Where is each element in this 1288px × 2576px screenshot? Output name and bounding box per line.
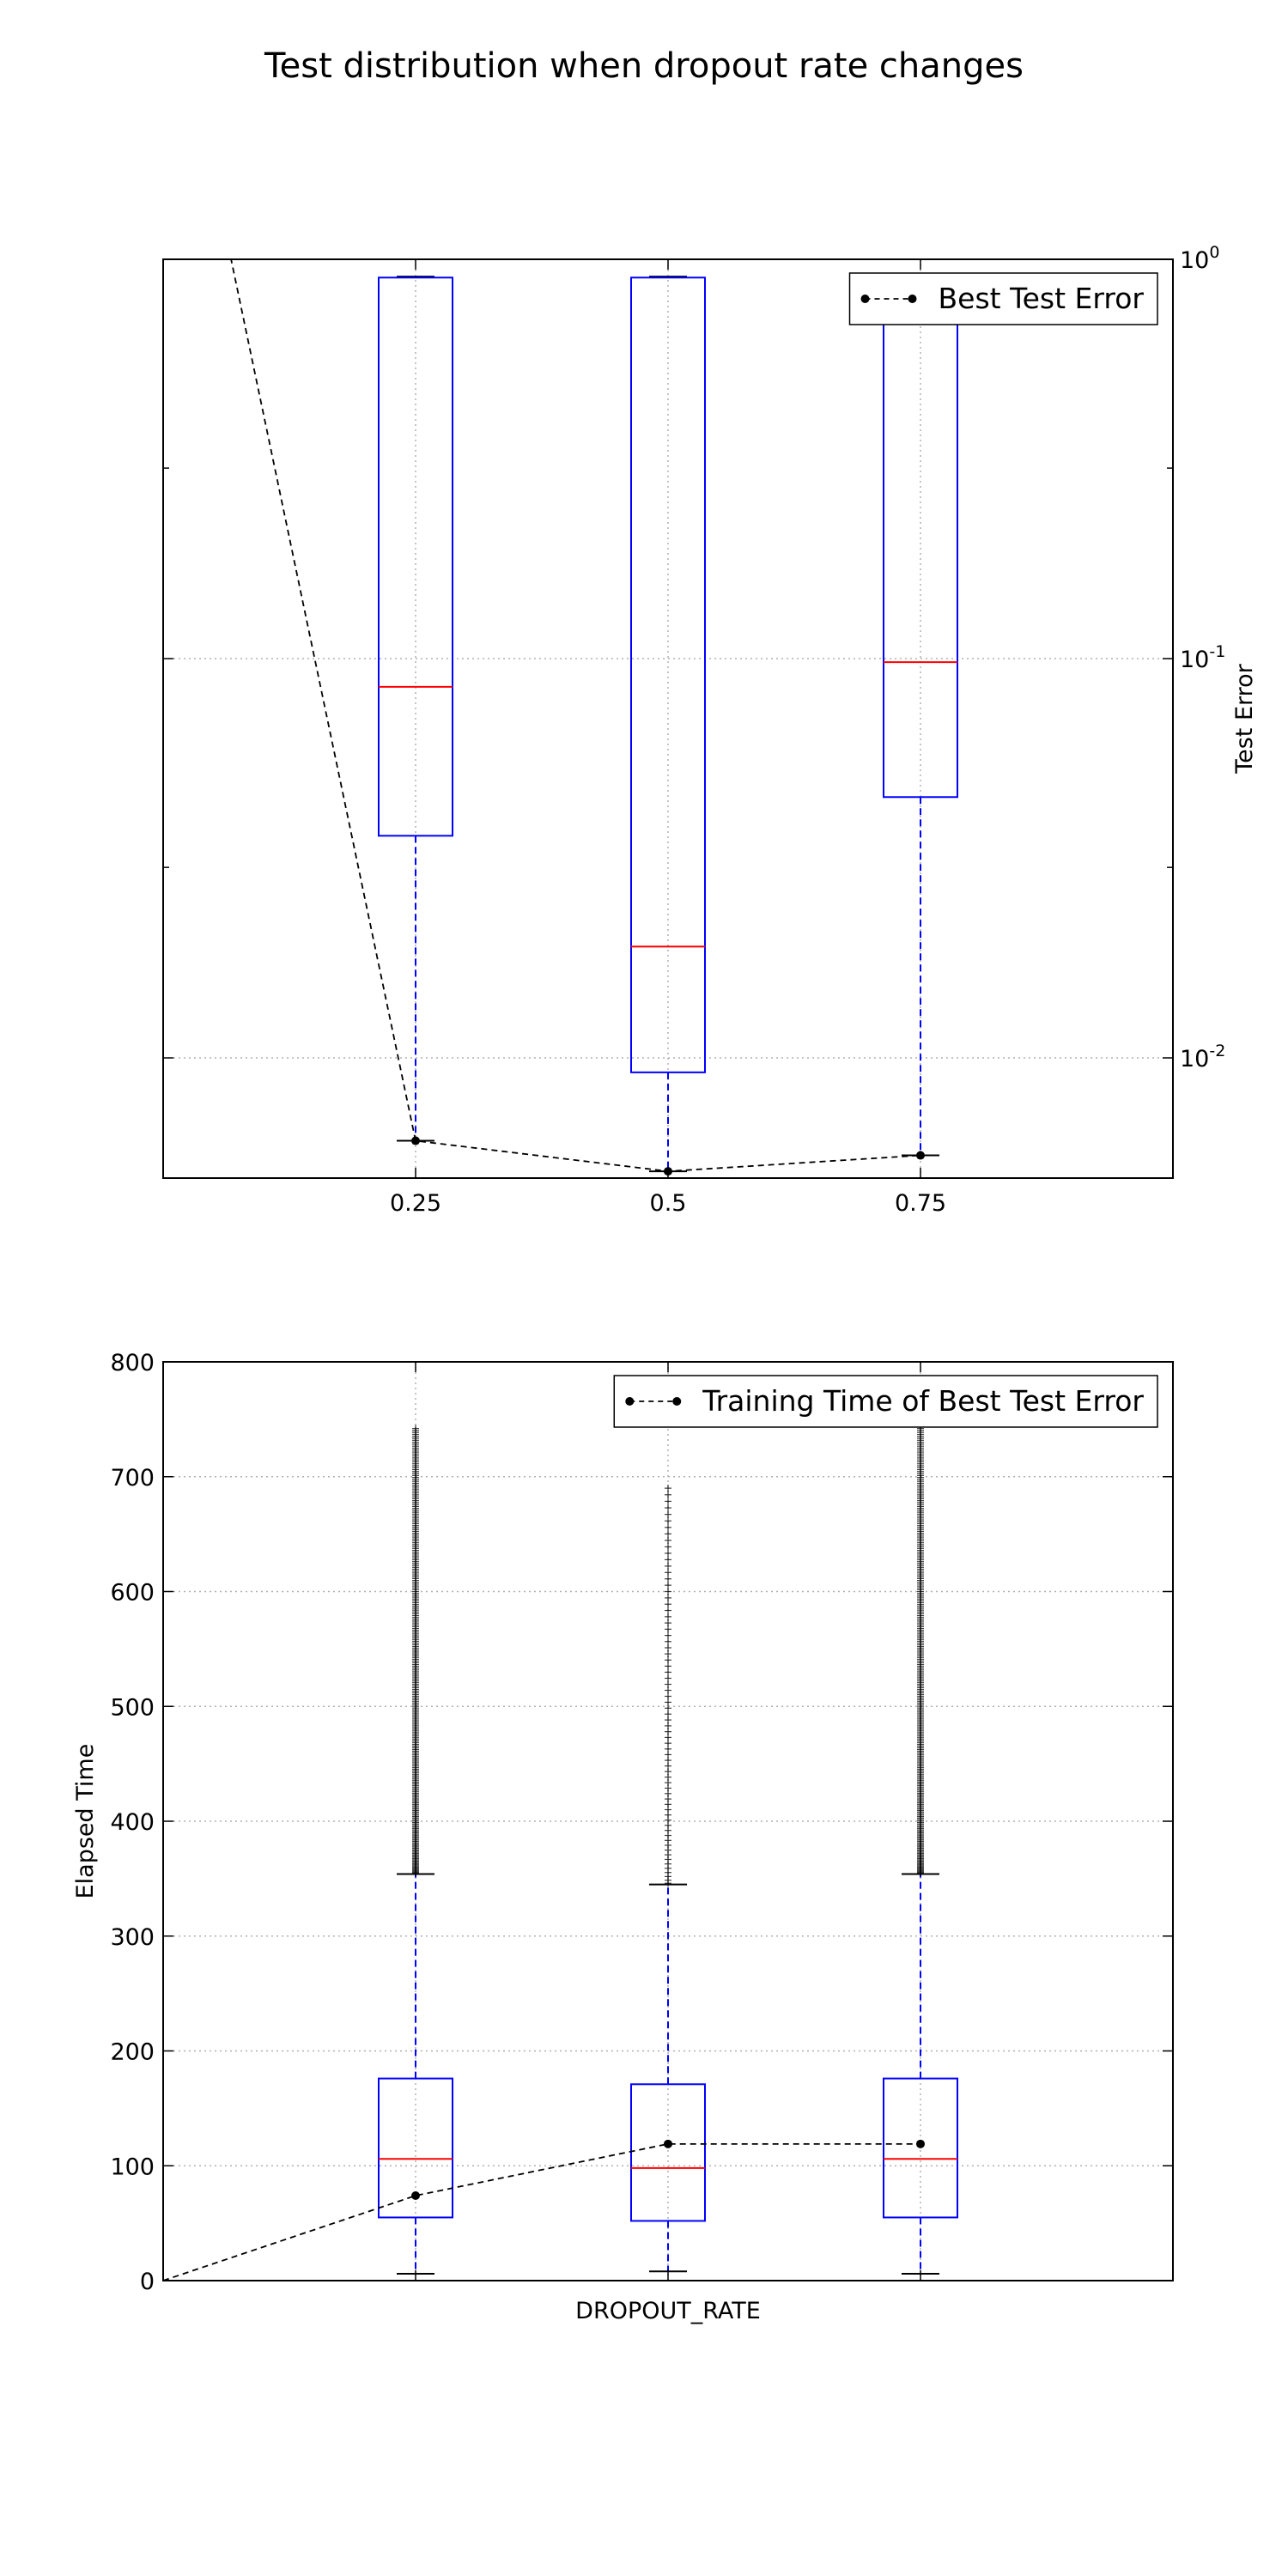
x-ticks	[415, 1362, 921, 2281]
legend-sample-marker	[625, 1397, 635, 1406]
legend-sample-marker	[860, 295, 870, 303]
fliers	[665, 1485, 671, 1887]
legend-box	[848, 272, 1158, 325]
y-tick-exponent: 0	[1209, 243, 1219, 262]
y-tick-label: 500	[110, 1694, 155, 1721]
box-iqr	[378, 276, 453, 837]
x-ticks: 0.25 0.5 0.75	[390, 259, 946, 1217]
y-tick-label: 100	[110, 2154, 155, 2180]
best-line-point	[664, 2139, 672, 2148]
grid	[163, 259, 1173, 1178]
x-tick-label: 0.25	[390, 1190, 441, 1217]
box-iqr	[630, 276, 706, 1073]
legend: Best Test Error	[848, 272, 1158, 325]
best-line-path	[230, 259, 921, 1172]
y-tick-label: 700	[110, 1465, 155, 1492]
best-line-point	[411, 2191, 420, 2201]
best-line-point	[411, 1136, 420, 1145]
x-tick-label: 0.5	[650, 1190, 687, 1217]
x-tick-label: 0.75	[895, 1190, 946, 1217]
elapsed-time-panel: 0 100 200 300 400 500 600 700 800 Elapsed Time DRO…	[72, 1350, 1174, 2324]
y-tick-label: 300	[110, 1924, 155, 1951]
legend-sample-marker	[672, 1397, 682, 1406]
y-tick-exponent: -1	[1209, 642, 1225, 661]
legend: Training Time of Best Test Error	[613, 1375, 1158, 1428]
y-tick-label: 800	[110, 1350, 155, 1376]
y-tick-label: 600	[110, 1580, 155, 1607]
y-tick-label: 100	[1180, 243, 1219, 274]
box-0.5	[630, 1485, 706, 2273]
y-tick-label: 200	[110, 2039, 155, 2066]
y-tick-base: 10	[1180, 647, 1209, 673]
box-0.25	[378, 1425, 453, 2275]
figure-title: Test distribution when dropout rate chan…	[264, 46, 1024, 86]
best-line-path	[163, 2142, 920, 2281]
y-tick-label: 10-2	[1180, 1042, 1225, 1072]
legend-sample-marker	[908, 295, 917, 303]
box-0.75	[883, 276, 958, 1157]
fliers	[412, 1425, 419, 1877]
y-axis-label: Elapsed Time	[72, 1744, 99, 1899]
y-tick-base: 10	[1180, 1046, 1209, 1072]
box-iqr	[883, 2077, 958, 2219]
legend-label: Training Time of Best Test Error	[702, 1384, 1144, 1418]
best-line-point	[916, 2139, 925, 2148]
x-axis-label: DROPOUT_RATE	[575, 2298, 761, 2324]
box-iqr	[630, 2083, 706, 2222]
y-tick-label: 0	[140, 2269, 155, 2295]
box-iqr	[378, 2077, 453, 2219]
boxes	[378, 276, 958, 1173]
y-tick-label: 10-1	[1180, 642, 1225, 673]
y-ticks: 0 100 200 300 400 500 600 700 800	[110, 1350, 1173, 2295]
legend-box	[613, 1375, 1158, 1428]
legend-label: Best Test Error	[939, 282, 1145, 315]
box-0.5	[630, 276, 706, 1173]
y-tick-base: 10	[1180, 247, 1209, 274]
y-axis-label: Test Error	[1231, 663, 1258, 774]
best-line-point	[916, 1151, 925, 1160]
boxes	[378, 1425, 958, 2275]
y-tick-label: 400	[110, 1809, 155, 1836]
y-tick-exponent: -2	[1209, 1042, 1225, 1060]
fliers	[917, 1425, 924, 1877]
best-line	[230, 259, 925, 1176]
best-line	[163, 2139, 925, 2281]
